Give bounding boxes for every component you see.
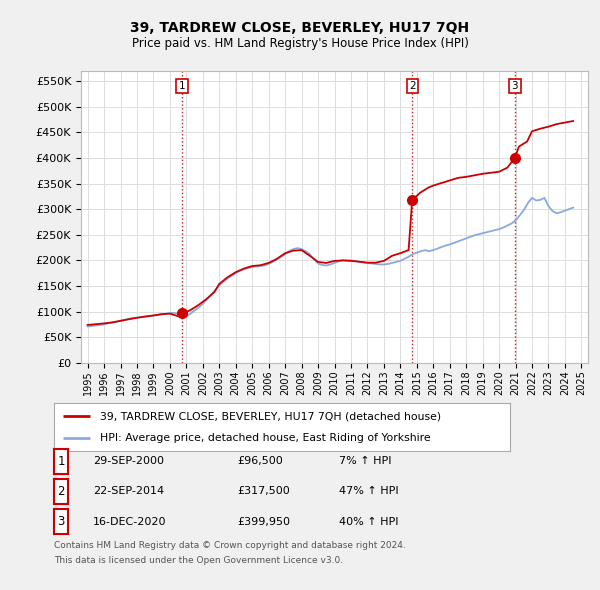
Text: 47% ↑ HPI: 47% ↑ HPI <box>339 487 398 496</box>
Text: 39, TARDREW CLOSE, BEVERLEY, HU17 7QH (detached house): 39, TARDREW CLOSE, BEVERLEY, HU17 7QH (d… <box>100 411 441 421</box>
Text: 29-SEP-2000: 29-SEP-2000 <box>93 457 164 466</box>
Text: 1: 1 <box>57 455 65 468</box>
Text: 3: 3 <box>512 81 518 91</box>
Text: £96,500: £96,500 <box>237 457 283 466</box>
Text: 16-DEC-2020: 16-DEC-2020 <box>93 517 167 526</box>
Text: £399,950: £399,950 <box>237 517 290 526</box>
Text: 3: 3 <box>57 515 65 528</box>
Text: 2: 2 <box>57 485 65 498</box>
Text: HPI: Average price, detached house, East Riding of Yorkshire: HPI: Average price, detached house, East… <box>100 433 430 443</box>
Text: 39, TARDREW CLOSE, BEVERLEY, HU17 7QH: 39, TARDREW CLOSE, BEVERLEY, HU17 7QH <box>130 21 470 35</box>
Text: 2: 2 <box>409 81 416 91</box>
Text: Price paid vs. HM Land Registry's House Price Index (HPI): Price paid vs. HM Land Registry's House … <box>131 37 469 50</box>
Text: This data is licensed under the Open Government Licence v3.0.: This data is licensed under the Open Gov… <box>54 556 343 565</box>
Text: 7% ↑ HPI: 7% ↑ HPI <box>339 457 391 466</box>
Text: 22-SEP-2014: 22-SEP-2014 <box>93 487 164 496</box>
Text: £317,500: £317,500 <box>237 487 290 496</box>
Text: 1: 1 <box>179 81 185 91</box>
Text: Contains HM Land Registry data © Crown copyright and database right 2024.: Contains HM Land Registry data © Crown c… <box>54 542 406 550</box>
Text: 40% ↑ HPI: 40% ↑ HPI <box>339 517 398 526</box>
